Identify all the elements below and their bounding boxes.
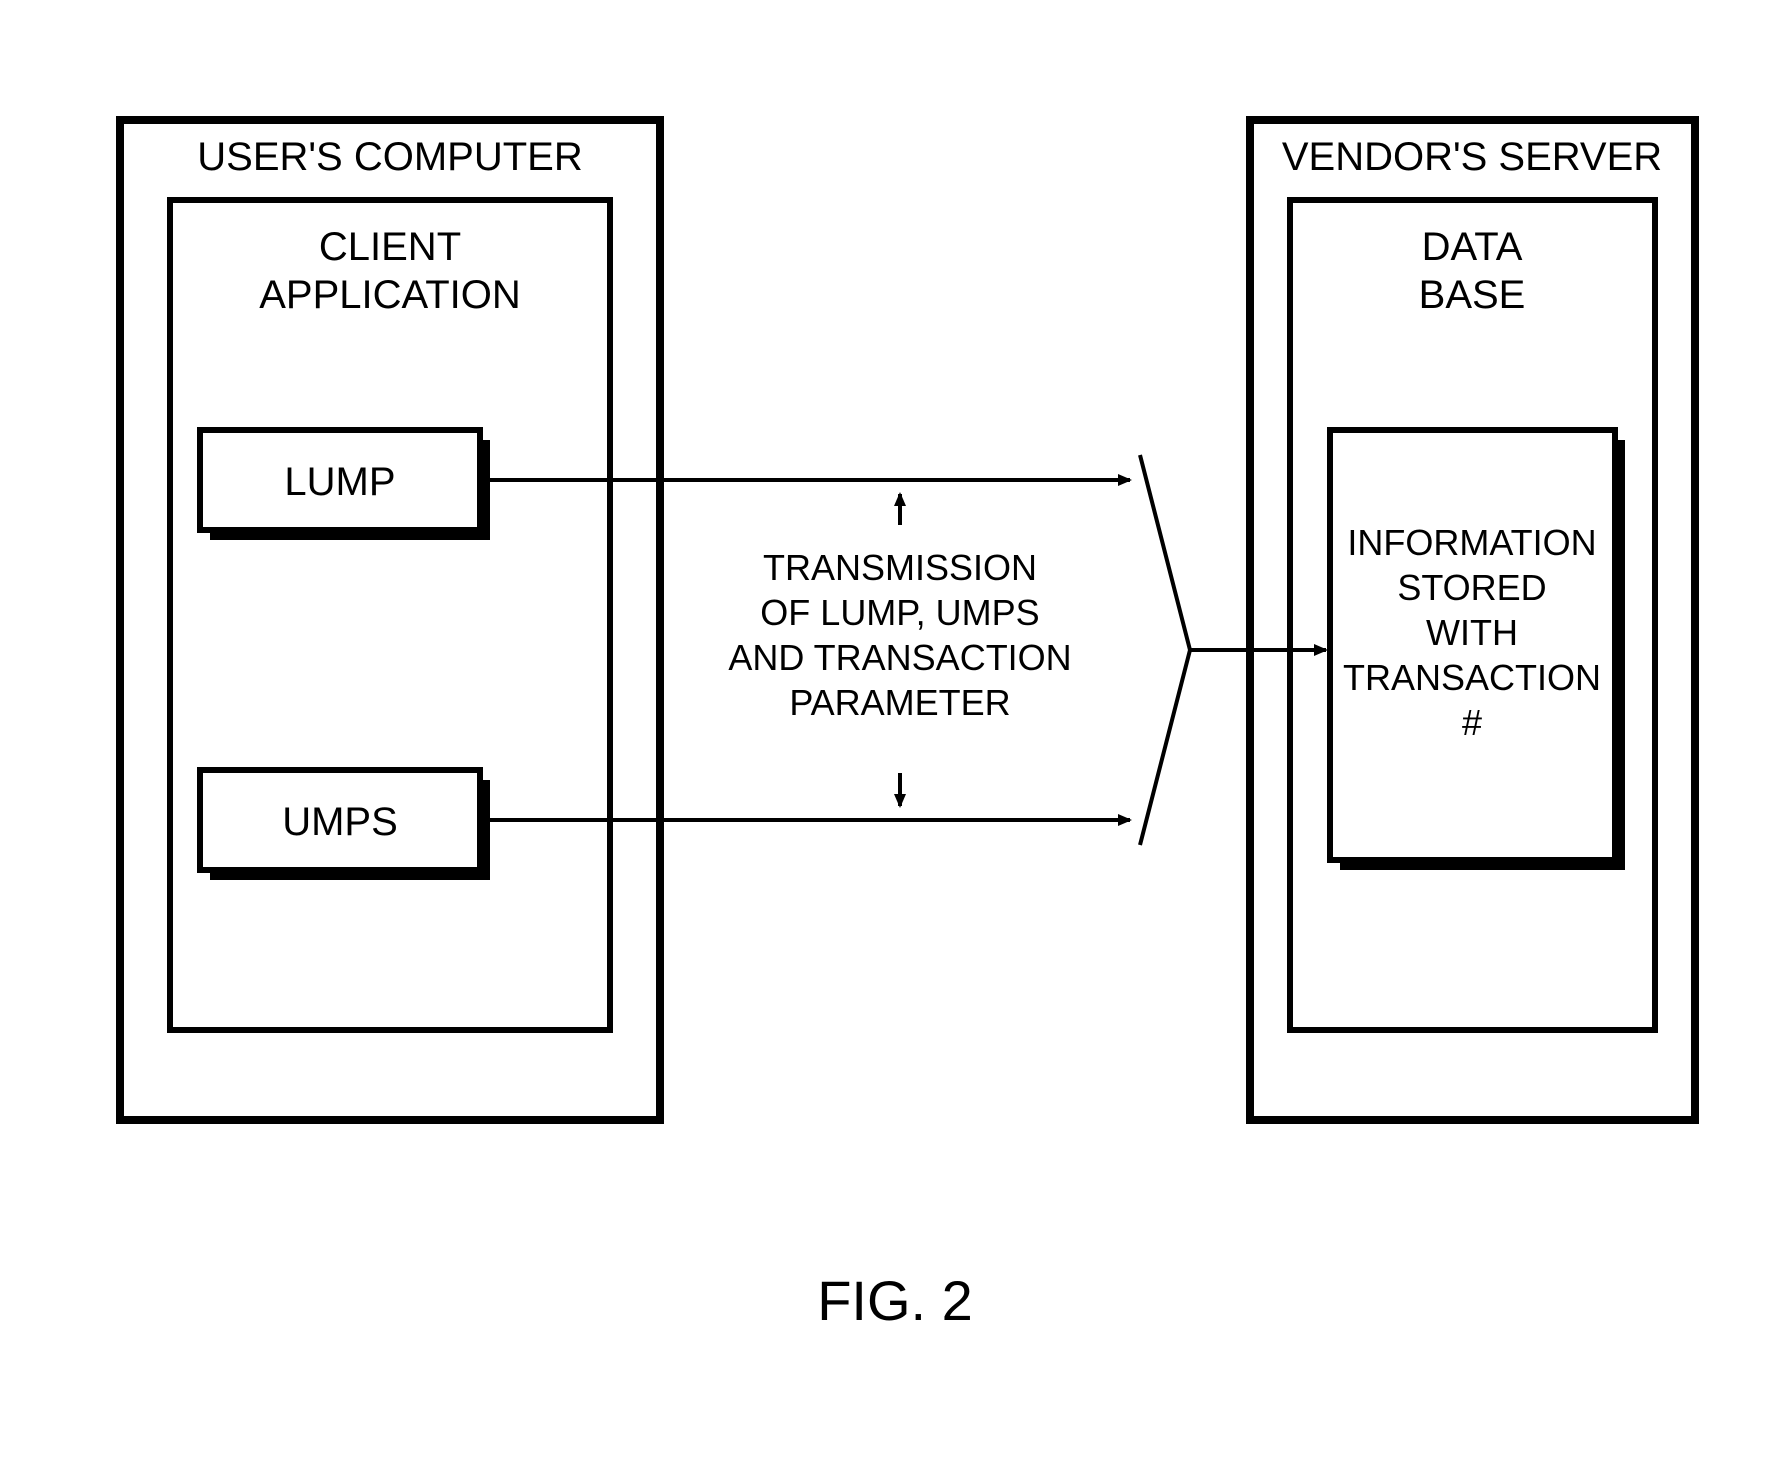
info-line-0: INFORMATION [1347, 522, 1596, 563]
info-line-3: TRANSACTION [1343, 657, 1601, 698]
transmission-line-3: PARAMETER [789, 682, 1010, 723]
database-title-1: DATA [1422, 225, 1523, 269]
lump-label: LUMP [284, 460, 395, 504]
client-application-rect [170, 200, 610, 1030]
user-computer-title: USER'S COMPUTER [197, 135, 582, 179]
transmission-line-2: AND TRANSACTION [728, 637, 1071, 678]
umps-label: UMPS [282, 800, 398, 844]
info-line-2: WITH [1426, 612, 1518, 653]
database-title-2: BASE [1419, 273, 1526, 317]
info-box: INFORMATION STORED WITH TRANSACTION # [1330, 430, 1625, 870]
transmission-label: TRANSMISSION OF LUMP, UMPS AND TRANSACTI… [728, 547, 1071, 723]
info-line-4: # [1462, 702, 1482, 743]
client-application-title-2: APPLICATION [259, 273, 521, 317]
figure-caption: FIG. 2 [817, 1269, 973, 1332]
umps-box: UMPS [200, 770, 490, 880]
info-line-1: STORED [1397, 567, 1546, 608]
brace [1140, 455, 1190, 845]
diagram-svg: USER'S COMPUTER CLIENT APPLICATION LUMP … [0, 0, 1790, 1465]
transmission-line-0: TRANSMISSION [763, 547, 1037, 588]
vendor-server-title: VENDOR'S SERVER [1282, 135, 1662, 179]
transmission-line-1: OF LUMP, UMPS [760, 592, 1039, 633]
lump-box: LUMP [200, 430, 490, 540]
client-application-box: CLIENT APPLICATION [170, 200, 610, 1030]
client-application-title-1: CLIENT [319, 225, 461, 269]
